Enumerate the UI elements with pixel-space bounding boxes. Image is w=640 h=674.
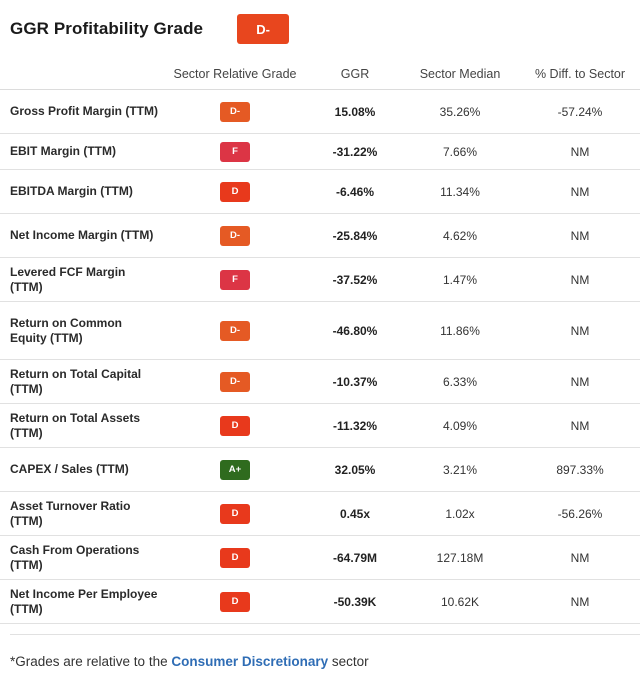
overall-grade-badge: D- <box>237 14 290 44</box>
ggr-value: 32.05% <box>334 462 376 477</box>
grade-badge: D <box>220 503 250 524</box>
sector-median-value: 7.66% <box>442 144 478 159</box>
metric-name: Cash From Operations (TTM) <box>10 542 140 572</box>
sector-median-value: 11.86% <box>440 323 480 338</box>
sector-median-value: 10.62K <box>440 594 480 609</box>
ggr-value: -37.52% <box>332 272 378 287</box>
metric-name: CAPEX / Sales (TTM) <box>10 462 129 476</box>
table-row: Gross Profit Margin (TTM) D- 15.08% 35.26% -… <box>0 90 640 134</box>
sector-median-value: 11.34% <box>440 184 480 199</box>
grade-cell: D <box>160 547 310 568</box>
sector-median-value: 6.33% <box>442 374 478 389</box>
grade-badge: D <box>220 415 250 436</box>
ggr-value: -50.39K <box>333 594 377 609</box>
sector-median-value: 4.62% <box>442 228 478 243</box>
diff-to-sector-value: NM <box>570 323 590 338</box>
grade-cell: D <box>160 503 310 524</box>
ggr-value: -25.84% <box>332 228 378 243</box>
grade-cell: D- <box>160 225 310 246</box>
metric-name: Asset Turnover Ratio (TTM) <box>10 498 131 528</box>
ggr-value: 0.45x <box>339 506 371 521</box>
page-header: GGR Profitability Grade D- <box>10 14 290 44</box>
grade-badge: D- <box>220 225 250 246</box>
sector-median-value: 1.02x <box>445 506 475 521</box>
metric-name: Return on Total Capital (TTM) <box>10 366 142 396</box>
grade-cell: F <box>160 269 310 290</box>
grade-badge: D- <box>220 320 250 341</box>
grade-cell: D- <box>160 101 310 122</box>
diff-to-sector-value: NM <box>570 184 590 199</box>
ggr-value: -64.79M <box>332 550 378 565</box>
grade-cell: D <box>160 415 310 436</box>
table-row: Return on Total Capital (TTM) D- -10.37% 6.… <box>0 360 640 404</box>
column-header-sector-median: Sector Median <box>419 66 501 81</box>
footer-note: *Grades are relative to the Consumer Dis… <box>10 654 369 669</box>
sector-median-value: 4.09% <box>442 418 478 433</box>
metric-name: Levered FCF Margin (TTM) <box>10 264 126 294</box>
grade-cell: A+ <box>160 459 310 480</box>
profitability-table: Sector Relative Grade GGR Sector Median … <box>0 58 640 624</box>
page-title: GGR Profitability Grade <box>10 19 204 38</box>
grade-badge: D <box>220 591 250 612</box>
grade-badge: D- <box>220 101 250 122</box>
grade-cell: F <box>160 141 310 162</box>
table-row: CAPEX / Sales (TTM) A+ 32.05% 3.21% 897.33% <box>0 448 640 492</box>
sector-link[interactable]: Consumer Discretionary <box>171 654 329 669</box>
grade-badge: F <box>220 141 250 162</box>
table-row: Cash From Operations (TTM) D -64.79M 127.18… <box>0 536 640 580</box>
footer-divider <box>10 634 640 635</box>
diff-to-sector-value: NM <box>570 144 590 159</box>
grade-badge: D- <box>220 371 250 392</box>
grade-badge: D <box>220 547 250 568</box>
table-row: Return on Total Assets (TTM) D -11.32% 4.09… <box>0 404 640 448</box>
ggr-value: -6.46% <box>335 184 375 199</box>
diff-to-sector-value: NM <box>570 418 590 433</box>
diff-to-sector-value: 897.33% <box>556 462 604 477</box>
grade-cell: D <box>160 181 310 202</box>
diff-to-sector-value: -57.24% <box>557 104 603 119</box>
ggr-value: -31.22% <box>332 144 378 159</box>
diff-to-sector-value: NM <box>570 228 590 243</box>
grade-badge: F <box>220 269 250 290</box>
table-row: Levered FCF Margin (TTM) F -37.52% 1.47% NM <box>0 258 640 302</box>
column-header-grade: Sector Relative Grade <box>173 66 297 81</box>
sector-median-value: 127.18M <box>436 550 484 565</box>
footer-suffix: sector <box>328 654 369 669</box>
metric-name: Net Income Per Employee (TTM) <box>10 586 158 616</box>
metric-name: Return on Total Assets (TTM) <box>10 410 141 440</box>
grade-cell: D- <box>160 371 310 392</box>
diff-to-sector-value: NM <box>570 272 590 287</box>
sector-median-value: 3.21% <box>442 462 478 477</box>
column-header-diff: % Diff. to Sector <box>534 66 626 81</box>
diff-to-sector-value: NM <box>570 550 590 565</box>
footer-prefix: *Grades are relative to the <box>10 654 172 669</box>
metric-name: EBITDA Margin (TTM) <box>10 184 133 198</box>
table-row: Net Income Per Employee (TTM) D -50.39K 10.… <box>0 580 640 624</box>
table-header-row: Sector Relative Grade GGR Sector Median … <box>0 58 640 90</box>
metric-name: Return on Common Equity (TTM) <box>10 315 122 345</box>
ggr-value: -11.32% <box>332 418 378 433</box>
grade-cell: D <box>160 591 310 612</box>
ggr-value: -46.80% <box>332 323 378 338</box>
table-row: Return on Common Equity (TTM) D- -46.80% 11… <box>0 302 640 360</box>
diff-to-sector-value: NM <box>570 594 590 609</box>
metric-name: EBIT Margin (TTM) <box>10 144 116 158</box>
diff-to-sector-value: NM <box>570 374 590 389</box>
ggr-value: -10.37% <box>332 374 378 389</box>
sector-median-value: 35.26% <box>439 104 481 119</box>
table-row: EBITDA Margin (TTM) D -6.46% 11.34% NM <box>0 170 640 214</box>
grade-badge: A+ <box>220 459 250 480</box>
table-row: Net Income Margin (TTM) D- -25.84% 4.62% NM <box>0 214 640 258</box>
grade-badge: D <box>220 181 250 202</box>
metric-name: Net Income Margin (TTM) <box>10 228 154 242</box>
column-header-ggr: GGR <box>340 66 370 81</box>
table-body: Gross Profit Margin (TTM) D- 15.08% 35.26% -… <box>0 90 640 624</box>
sector-median-value: 1.47% <box>442 272 478 287</box>
grade-cell: D- <box>160 320 310 341</box>
metric-name: Gross Profit Margin (TTM) <box>10 104 158 118</box>
table-row: EBIT Margin (TTM) F -31.22% 7.66% NM <box>0 134 640 170</box>
ggr-value: 15.08% <box>334 104 376 119</box>
diff-to-sector-value: -56.26% <box>557 506 603 521</box>
table-row: Asset Turnover Ratio (TTM) D 0.45x 1.02x -56… <box>0 492 640 536</box>
